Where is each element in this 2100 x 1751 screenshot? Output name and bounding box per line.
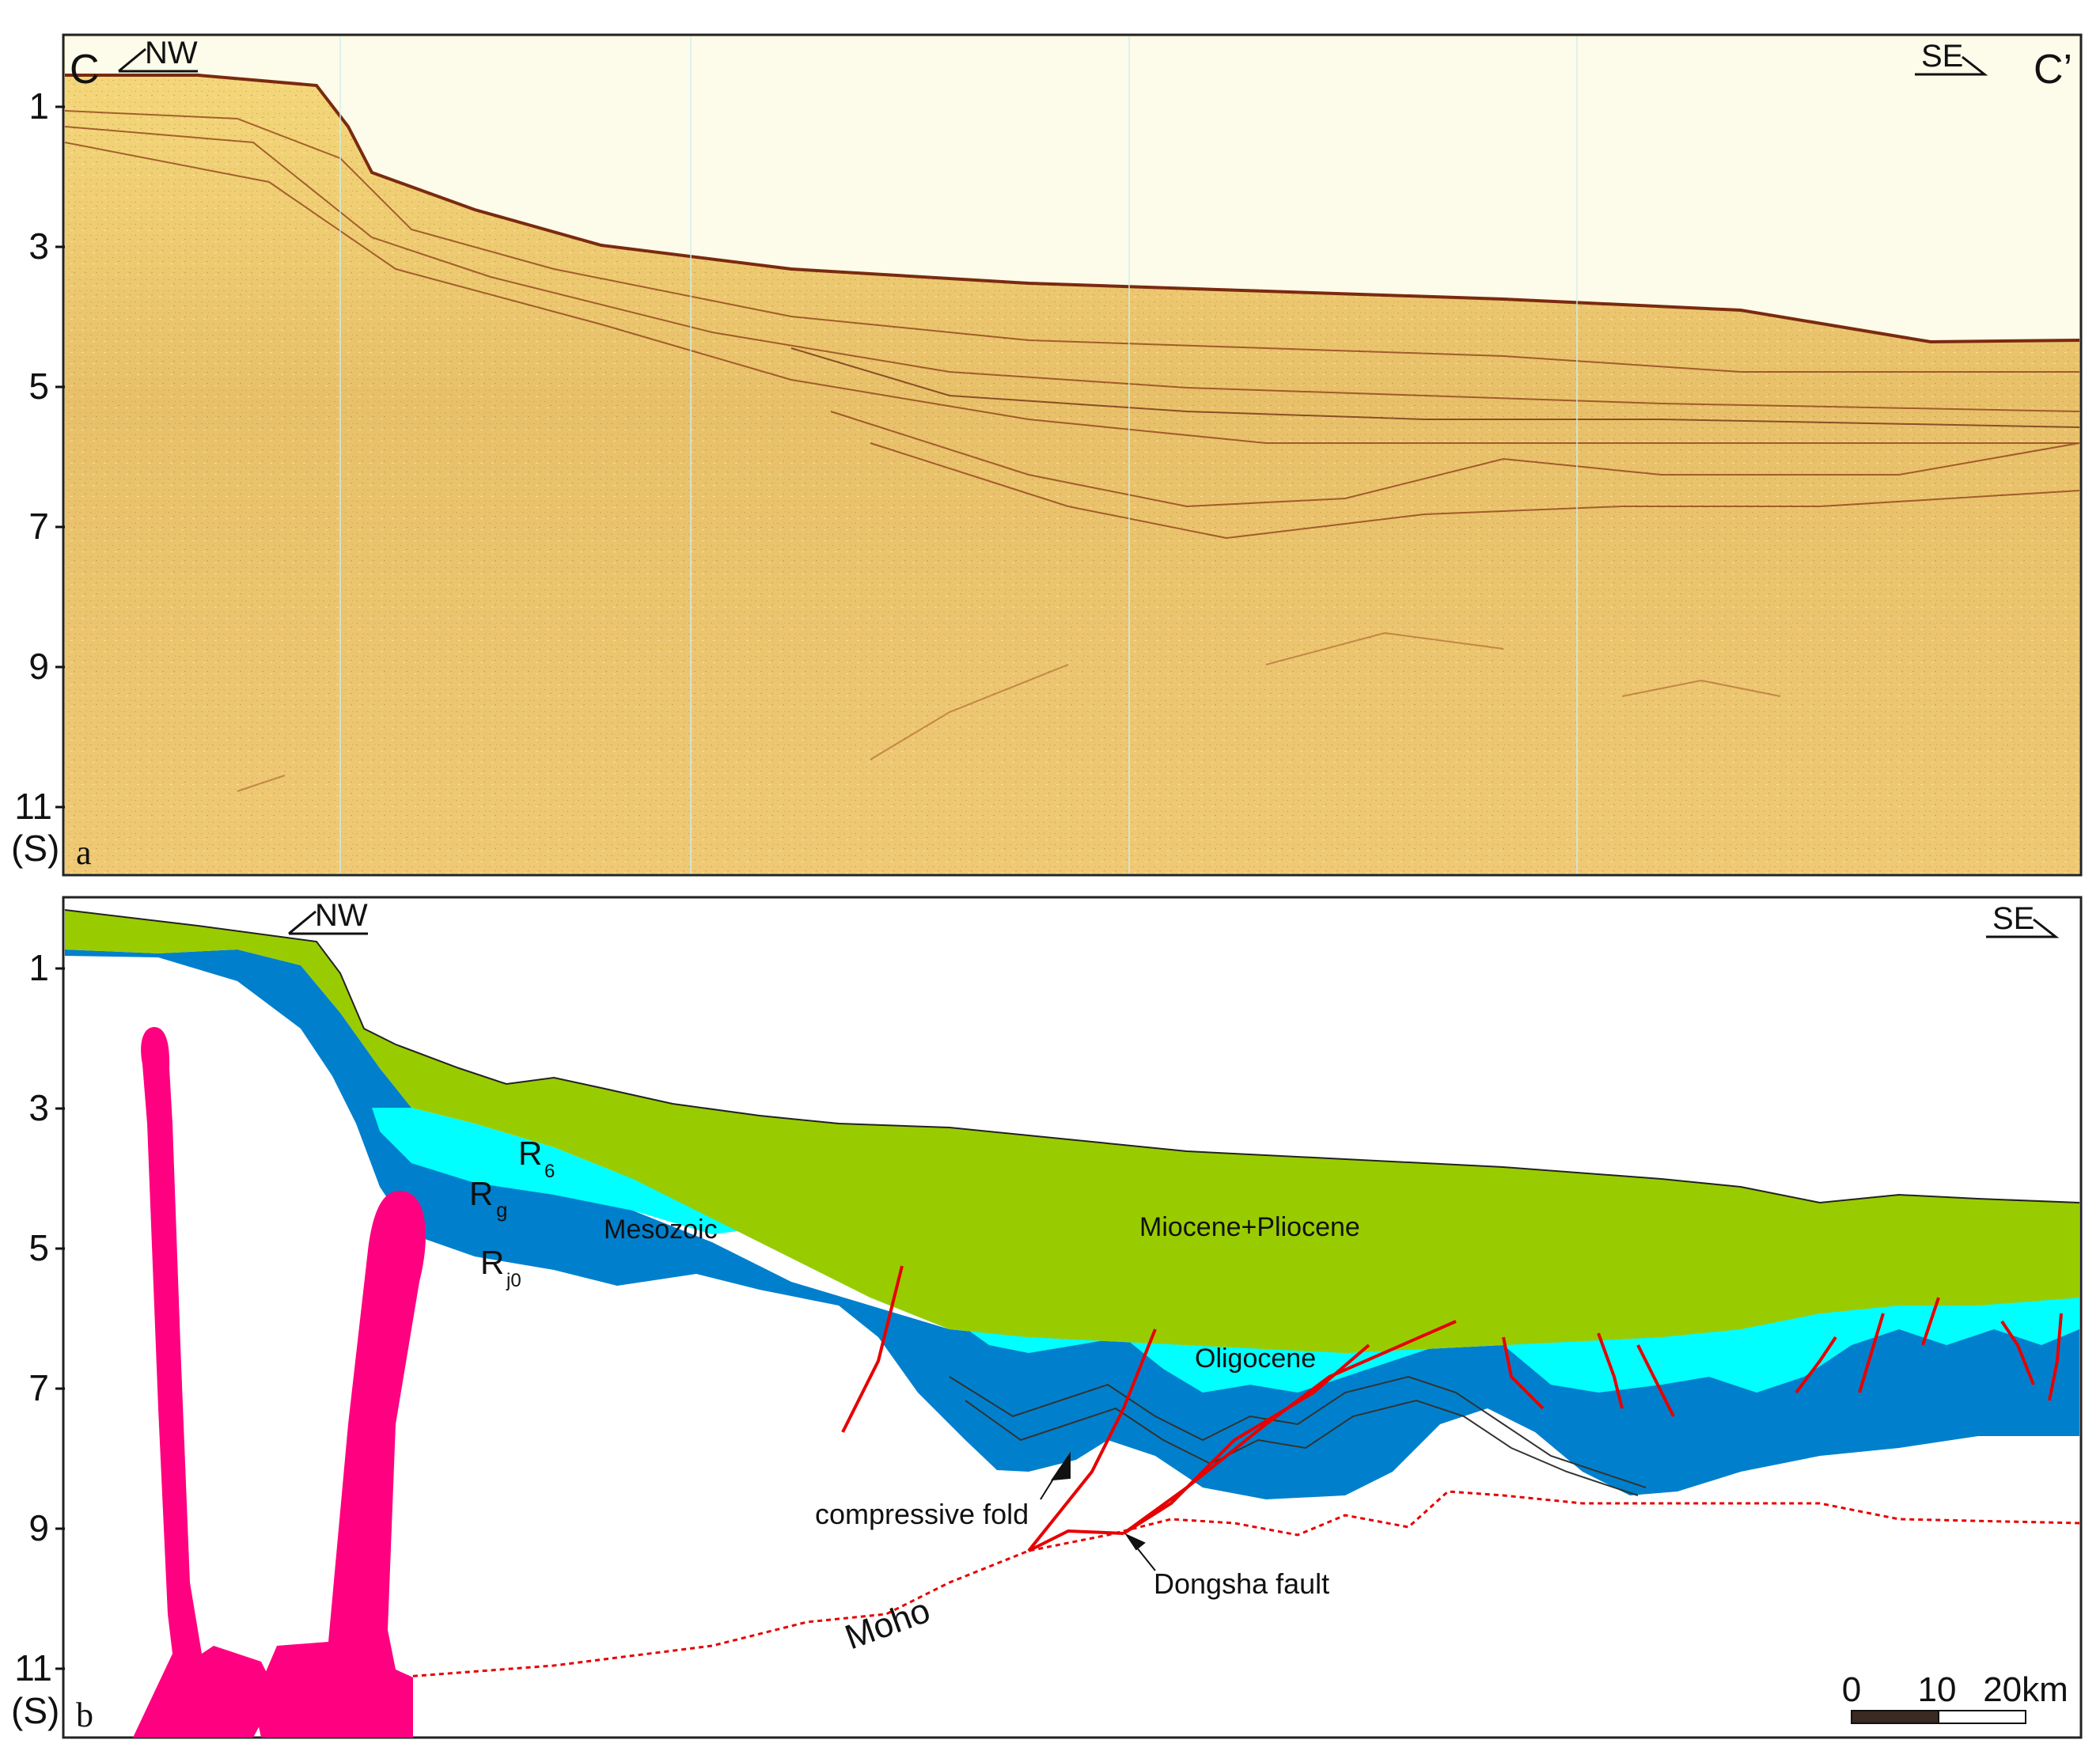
panel-b-tick-3: 3 xyxy=(28,1087,49,1128)
horizon-rg-sub: g xyxy=(496,1198,507,1222)
seafloor-reflector xyxy=(65,74,2080,344)
panel-a-tick-11: 11 xyxy=(14,786,52,827)
se-arrow-icon xyxy=(1915,55,1988,76)
seismic-water-column xyxy=(65,36,2079,342)
panel-b-tick-1: 1 xyxy=(28,947,49,988)
nw-arrow-icon xyxy=(118,47,198,73)
panel-b-y-tick-labels: 1 3 5 7 9 11 (S) xyxy=(11,947,59,1731)
layer-miocene-pliocene xyxy=(65,910,2079,1353)
panel-a-y-tick-labels: 1 3 5 7 9 11 (S) xyxy=(11,85,59,869)
label-miocene-pliocene: Miocene+Pliocene xyxy=(1139,1212,1360,1242)
panel-b-se-label: SE xyxy=(1992,901,2034,936)
intrusion-right xyxy=(253,1191,426,1738)
panel-a-se-label: SE xyxy=(1921,39,1963,74)
panel-a-tick-7: 7 xyxy=(28,506,49,547)
panel-b-nw-label: NW xyxy=(315,898,368,933)
panel-a-right-label: C’ xyxy=(2034,47,2072,93)
scale-label-10: 10 xyxy=(1918,1670,1957,1709)
panel-a-y-axis xyxy=(55,105,65,809)
fault-lines xyxy=(841,1265,2063,1552)
panel-b-y-unit: (S) xyxy=(11,1690,59,1731)
panel-b-interpretation: 1 3 5 7 9 11 (S) NW SE Miocene+Pliocene … xyxy=(11,896,2083,1739)
label-mesozoic: Mesozoic xyxy=(604,1215,718,1245)
se-arrow-icon xyxy=(1986,918,2060,938)
panel-a-tick-5: 5 xyxy=(28,366,49,407)
intrusion-left xyxy=(133,1027,277,1738)
panel-a-tick-1: 1 xyxy=(28,85,49,127)
seismic-trace-markers xyxy=(339,36,1578,874)
panel-a-se-marker: SE xyxy=(1915,39,1988,76)
scale-label-0: 0 xyxy=(1842,1670,1861,1709)
panel-a-tick-9: 9 xyxy=(28,646,49,687)
horizon-r6-sub: 6 xyxy=(544,1161,555,1182)
label-compressive-fold: compressive fold xyxy=(815,1498,1029,1530)
horizon-rj0-sub: j0 xyxy=(506,1270,521,1291)
layer-oligocene-wedge xyxy=(372,1108,775,1234)
panel-b-letter: b xyxy=(76,1696,93,1734)
panel-a-nw-marker: NW xyxy=(118,36,198,73)
panel-a-seismic: 1 3 5 7 9 11 (S) C NW SE C’ a xyxy=(11,33,2083,877)
nw-arrow-icon xyxy=(288,910,368,935)
annotation-arrows xyxy=(1040,1451,1156,1571)
horizon-rg-letter: R xyxy=(469,1175,493,1212)
seismic-deep-events xyxy=(237,631,1781,792)
seismic-reflectors xyxy=(64,110,2080,540)
panel-b-se-marker: SE xyxy=(1986,901,2060,938)
horizon-r6: R 6 xyxy=(518,1135,555,1182)
scale-bar-dark-segment xyxy=(1851,1710,1939,1724)
fold-arrow-icon xyxy=(1050,1451,1071,1481)
horizon-rj0-letter: R xyxy=(480,1244,504,1281)
scale-bar-light-segment xyxy=(1938,1710,2026,1724)
fault-arrow-icon xyxy=(1124,1533,1146,1551)
panel-a-left-label: C xyxy=(70,47,100,93)
panel-b-y-axis xyxy=(55,967,65,1670)
seismic-noise-texture xyxy=(65,75,2079,874)
panel-a-tick-3: 3 xyxy=(28,226,49,267)
panel-a-letter: a xyxy=(76,833,92,872)
fold-lines xyxy=(949,1375,1647,1496)
horizon-rj0: R j0 xyxy=(480,1244,521,1291)
panel-a-y-unit: (S) xyxy=(11,828,59,869)
panel-b-nw-marker: NW xyxy=(288,898,368,935)
horizon-rg: R g xyxy=(469,1175,507,1222)
scale-bar: 0 10 20km xyxy=(1842,1670,2068,1724)
panel-b-tick-7: 7 xyxy=(28,1367,49,1408)
panel-b-tick-11: 11 xyxy=(14,1647,52,1688)
panel-a-nw-label: NW xyxy=(145,36,198,70)
panel-b-tick-9: 9 xyxy=(28,1507,49,1548)
label-dongsha-fault: Dongsha fault xyxy=(1154,1567,1329,1600)
panel-b-tick-5: 5 xyxy=(28,1227,49,1268)
label-oligocene: Oligocene xyxy=(1195,1344,1316,1374)
moho-line xyxy=(395,1490,2080,1679)
horizon-r6-letter: R xyxy=(518,1135,542,1172)
seafloor-line xyxy=(64,909,2080,1204)
scale-label-20km: 20km xyxy=(1983,1670,2068,1709)
